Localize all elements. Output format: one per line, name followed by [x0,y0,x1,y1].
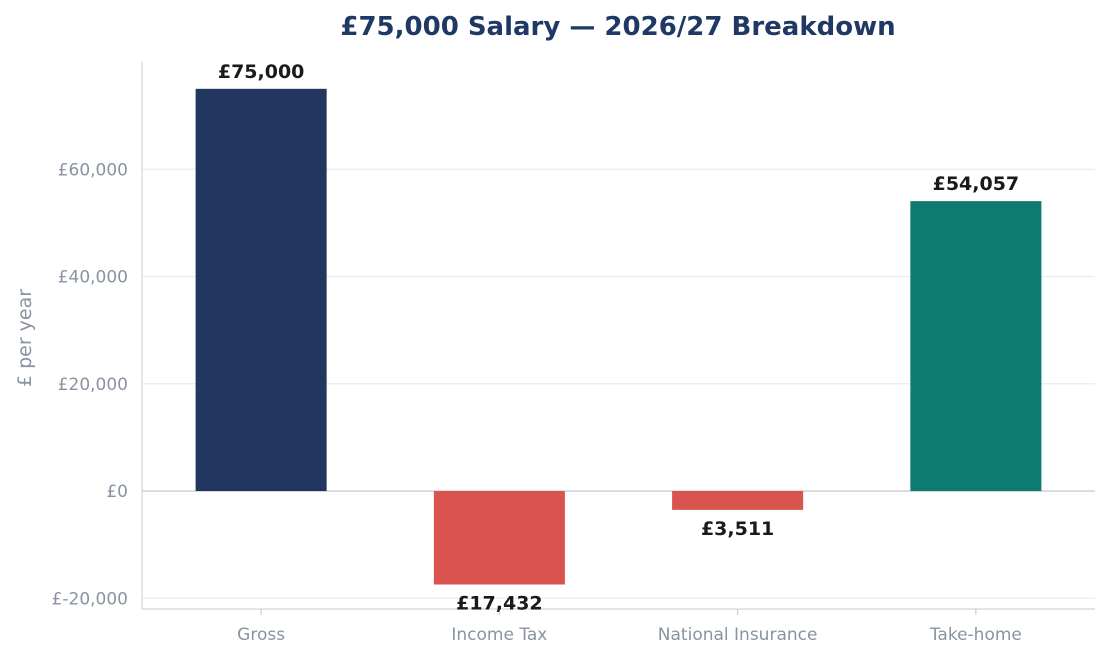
x-tick-label: National Insurance [658,625,818,645]
bar [434,491,565,584]
y-tick-label: £40,000 [58,268,128,288]
data-label: £3,511 [701,518,774,540]
x-tick-label: Gross [237,625,285,645]
y-axis-label: £ per year [14,289,36,387]
y-tick-label: £-20,000 [52,589,128,609]
data-label: £54,057 [933,173,1020,195]
bar [910,201,1041,491]
y-tick-label: £60,000 [58,160,128,180]
data-labels: £75,000 £17,432 £3,511 £54,057 [218,61,1019,615]
y-tick-label: £20,000 [58,375,128,395]
bar [196,89,327,491]
y-tick-label: £0 [106,482,128,502]
bars [196,89,1042,585]
x-tick-label: Take-home [929,625,1022,645]
data-label: £75,000 [218,61,305,83]
data-label: £17,432 [456,593,543,615]
x-tick-label: Income Tax [451,625,547,645]
bar [672,491,803,510]
chart-title: £75,000 Salary — 2026/27 Breakdown [340,12,895,42]
